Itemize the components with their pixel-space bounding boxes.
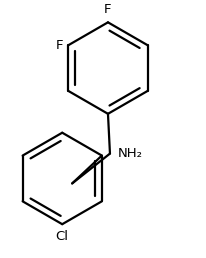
Text: F: F [56, 39, 63, 52]
Text: NH₂: NH₂ [118, 147, 143, 160]
Text: Cl: Cl [56, 230, 69, 243]
Text: F: F [104, 3, 112, 16]
